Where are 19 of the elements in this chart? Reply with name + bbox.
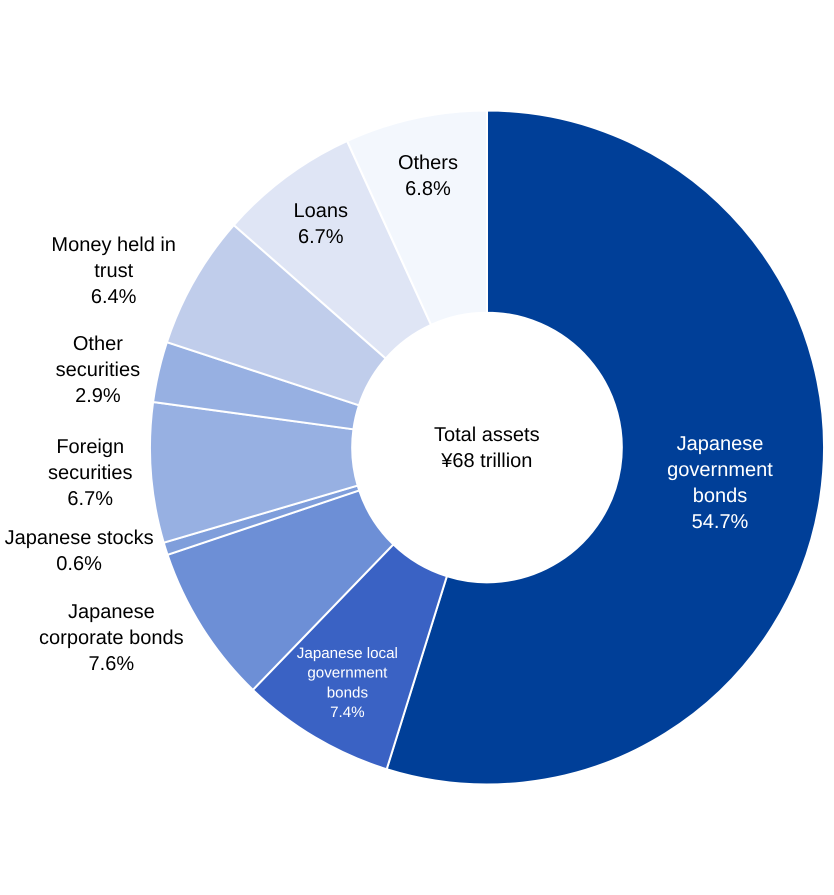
slice-label: Japanese government bonds bbox=[667, 433, 774, 508]
slice-label: Loans bbox=[294, 200, 348, 222]
data-label: 54.7% bbox=[692, 511, 749, 534]
data-label: 0.6% bbox=[56, 552, 102, 575]
data-label: 7.4% bbox=[330, 704, 365, 722]
slice-label: Foreign securities bbox=[48, 436, 132, 484]
data-label: 2.9% bbox=[75, 384, 121, 407]
slice-label: Other securities bbox=[56, 332, 140, 381]
slice-label: Japanese stocks bbox=[4, 526, 154, 549]
data-label: 6.8% bbox=[405, 178, 451, 200]
slice-label: Japanese corporate bonds bbox=[39, 601, 184, 650]
data-label: 7.6% bbox=[88, 653, 134, 676]
slice-label: Others bbox=[398, 152, 458, 174]
data-label: 6.7% bbox=[298, 226, 344, 248]
data-label: 6.4% bbox=[90, 286, 137, 308]
slice-label: Money held in trust bbox=[51, 234, 176, 282]
slice-label: Japanese local government bonds bbox=[296, 645, 398, 702]
text: Total assets ¥68 trillion bbox=[434, 424, 540, 472]
data-label: 6.7% bbox=[67, 488, 114, 510]
